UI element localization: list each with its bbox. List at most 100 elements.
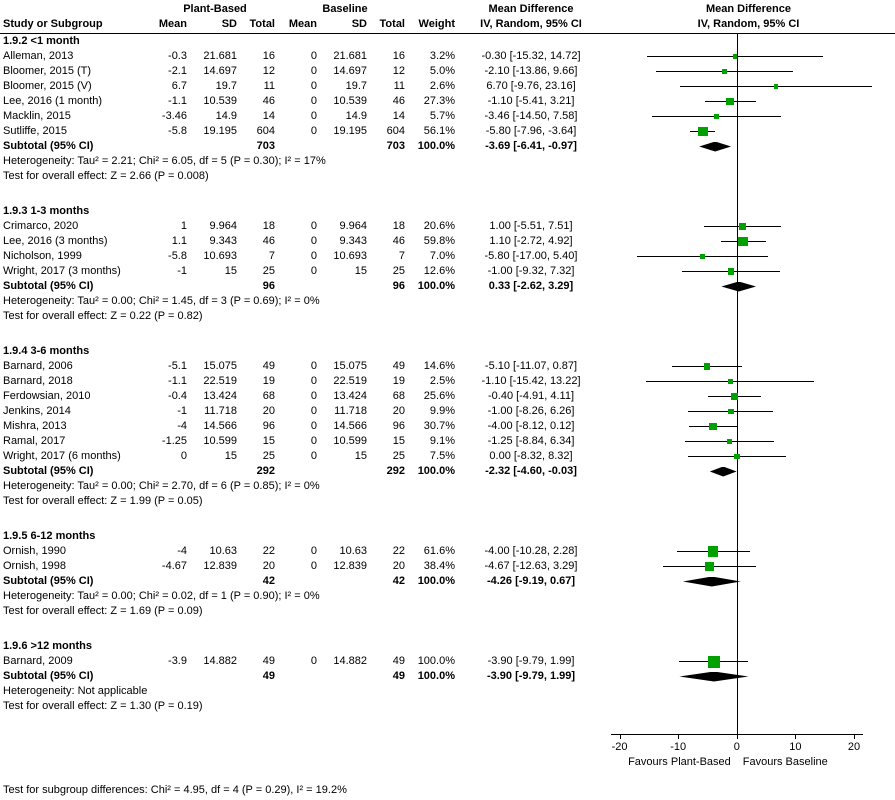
study-name: Mishra, 2013 [3, 420, 67, 432]
bl-total-value: 604 [386, 125, 405, 137]
bl-total-value: 49 [392, 655, 405, 667]
pb-sd-value: 14.9 [215, 110, 237, 122]
pb-sd-value: 12.839 [203, 560, 237, 572]
pb-sd-value: 10.63 [209, 545, 237, 557]
bl-sd-value: 10.693 [333, 250, 367, 262]
heterogeneity-row: Heterogeneity: Tau² = 0.00; Chi² = 1.45,… [0, 294, 895, 309]
plot-cell [602, 419, 895, 434]
pb-total-value: 49 [262, 655, 275, 667]
plot-cell [602, 109, 895, 124]
subtotal-row: Subtotal (95% CI) 96 96 100.0% 0.33 [-2.62, … [0, 279, 895, 294]
bl-sd-value: 15 [354, 450, 367, 462]
bl-mean-value: 0 [310, 110, 317, 122]
heterogeneity-text: Heterogeneity: Tau² = 0.00; Chi² = 1.45,… [3, 295, 320, 307]
bl-total-value: 20 [392, 560, 405, 572]
header-group-row: Plant-Based Baseline Mean Difference Mea… [0, 2, 895, 17]
zero-line [736, 494, 738, 509]
overall-effect-row: Test for overall effect: Z = 0.22 (P = 0… [0, 309, 895, 324]
pb-mean-value: -0.3 [168, 50, 187, 62]
subtotal-row: Subtotal (95% CI) 49 49 100.0% -3.90 [-9.79,… [0, 669, 895, 684]
subtotal-ci-text: -2.32 [-4.60, -0.03] [485, 465, 577, 477]
weight-value: 5.0% [429, 65, 455, 77]
weight-value: 14.6% [423, 360, 455, 372]
bl-sd-value: 19.195 [333, 125, 367, 137]
subtotal-diamond [709, 466, 737, 477]
bl-total-value: 18 [392, 220, 405, 232]
heterogeneity-row: Heterogeneity: Tau² = 2.21; Chi² = 6.05,… [0, 154, 895, 169]
plot-cell [602, 404, 895, 419]
plot-cell [602, 169, 895, 184]
bl-total-value: 16 [392, 50, 405, 62]
subtotal-pb-total: 49 [262, 670, 275, 682]
ci-text-value: 1.10 [-2.72, 4.92] [489, 235, 573, 247]
pb-total-value: 49 [262, 360, 275, 372]
pb-total-value: 7 [268, 250, 275, 262]
bl-total-value: 14 [392, 110, 405, 122]
bl-mean-value: 0 [310, 655, 317, 667]
pb-total-value: 96 [262, 420, 275, 432]
ci-text-value: -3.90 [-9.79, 1.99] [487, 655, 575, 667]
effect-square [703, 363, 711, 370]
plot-cell [602, 604, 895, 619]
zero-line [736, 639, 738, 654]
plot-cell [602, 669, 895, 684]
pb-mean-value: -1.1 [168, 375, 187, 387]
pb-total-value: 68 [262, 390, 275, 402]
ci-text-value: 6.70 [-9.76, 23.16] [486, 80, 576, 92]
pb-sd-value: 14.566 [203, 420, 237, 432]
study-name: Ornish, 1990 [3, 545, 66, 557]
subtotal-bl-total: 96 [392, 280, 405, 292]
ci-text-value: 1.00 [-5.51, 7.51] [489, 220, 573, 232]
bl-mean-value: 0 [310, 560, 317, 572]
zero-line [736, 139, 738, 154]
effect-square [730, 392, 739, 401]
bl-sd-value: 21.681 [333, 50, 367, 62]
plot-cell [602, 249, 895, 264]
pb-sd-value: 19.195 [203, 125, 237, 137]
overall-effect-text: Test for overall effect: Z = 1.69 (P = 0… [3, 605, 203, 617]
subgroup-title: 1.9.3 1-3 months [3, 205, 90, 217]
heterogeneity-text: Heterogeneity: Not applicable [3, 685, 148, 697]
weight-value: 12.6% [423, 265, 455, 277]
subgroup-title: 1.9.2 <1 month [3, 35, 80, 47]
effect-square [707, 655, 720, 668]
header-column-row: Study or Subgroup Mean SD Total Mean SD … [0, 17, 895, 32]
pb-total-value: 46 [262, 95, 275, 107]
bl-sd-value: 11.718 [334, 405, 367, 417]
study-row: Ornish, 1990 -4 10.63 22 0 10.63 22 61.6% -4.00 … [0, 544, 895, 559]
ci-text-value: -4.00 [-8.12, 0.12] [487, 420, 575, 432]
plot-cell [602, 309, 895, 324]
plot-cell [602, 654, 895, 669]
pb-total-value: 22 [262, 545, 275, 557]
study-row: Lee, 2016 (1 month) -1.1 10.539 46 0 10.539 46… [0, 94, 895, 109]
plot-cell [602, 79, 895, 94]
pb-sd-header: SD [221, 18, 237, 30]
effect-square [708, 546, 719, 557]
bl-mean-value: 0 [310, 265, 317, 277]
plot-cell [602, 344, 895, 359]
spacer-row [0, 619, 895, 639]
bl-mean-value: 0 [310, 250, 317, 262]
pb-sd-value: 15 [224, 265, 237, 277]
effect-square [697, 126, 708, 137]
study-name: Barnard, 2018 [3, 375, 73, 387]
subgroup-title-row: 1.9.5 6-12 months [0, 529, 895, 544]
heterogeneity-row: Heterogeneity: Tau² = 0.00; Chi² = 0.02,… [0, 589, 895, 604]
study-name: Alleman, 2013 [3, 50, 74, 62]
zero-line [736, 294, 738, 309]
subtotal-diamond [721, 281, 757, 292]
pb-total-value: 15 [262, 435, 275, 447]
overall-effect-text: Test for overall effect: Z = 1.30 (P = 0… [3, 700, 203, 712]
ci-text-value: -0.40 [-4.91, 4.11] [487, 390, 575, 402]
study-name: Bloomer, 2015 (T) [3, 65, 92, 77]
bl-mean-header: Mean [288, 18, 317, 30]
plot-cell [602, 574, 895, 589]
pb-total-value: 14 [262, 110, 275, 122]
weight-value: 7.5% [429, 450, 455, 462]
plot-cell [602, 64, 895, 79]
bl-sd-value: 9.343 [339, 235, 367, 247]
pb-mean-value: -5.8 [168, 125, 187, 137]
study-name: Barnard, 2009 [3, 655, 73, 667]
baseline-group-header: Baseline [322, 3, 368, 15]
pb-mean-value: -5.1 [168, 360, 187, 372]
